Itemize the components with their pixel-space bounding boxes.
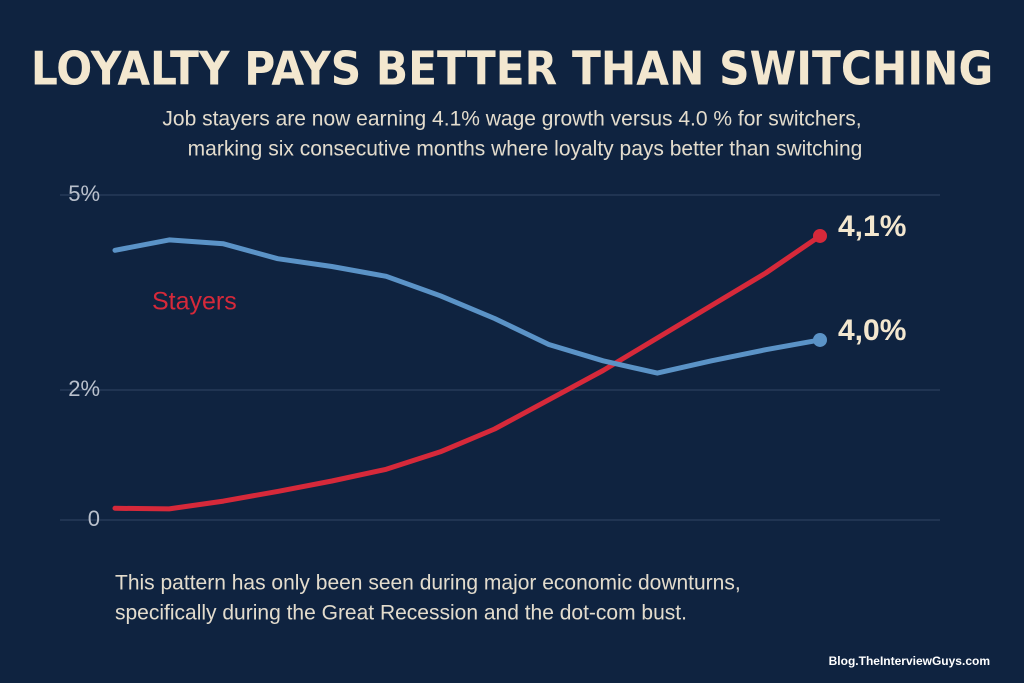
series-line — [112, 237, 823, 376]
end-dot — [813, 332, 827, 347]
end-label: 4,0% — [838, 314, 906, 347]
series-label: Stayers — [152, 288, 237, 316]
series-line — [112, 233, 823, 512]
subtitle-line: marking six consecutive months where loy… — [188, 138, 863, 161]
y-tick-label: 0 — [88, 506, 100, 531]
y-tick-label: 5% — [68, 181, 100, 206]
subtitle-line: Job stayers are now earning 4.1% wage gr… — [162, 108, 861, 131]
y-tick-label: 2% — [68, 376, 100, 401]
chart-title: LOYALTY PAYS BETTER THAN SWITCHING — [31, 43, 993, 96]
footnote-line: This pattern has only been seen during m… — [115, 572, 741, 595]
end-label: 4,1% — [838, 210, 906, 243]
source: Blog.TheInterviewGuys.com — [829, 654, 990, 668]
end-dot — [813, 228, 827, 243]
footnote-line: specifically during the Great Recession … — [115, 602, 687, 625]
